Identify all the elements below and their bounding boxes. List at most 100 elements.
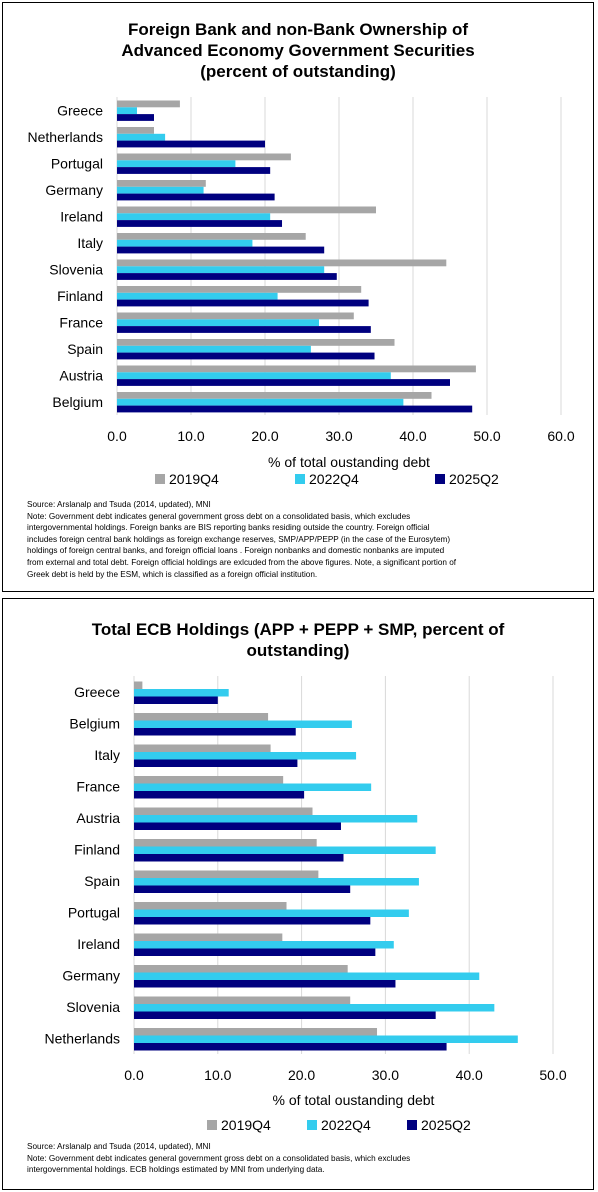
category-label: Slovenia (49, 261, 103, 277)
legend-swatch (295, 474, 305, 484)
legend-label: 2025Q2 (449, 471, 499, 487)
bar-2019q4 (134, 776, 284, 784)
ecb-holdings-chart-panel: Total ECB Holdings (APP + PEPP + SMP, pe… (2, 598, 594, 1190)
bar-2022q4 (134, 941, 394, 949)
bar-2022q4 (117, 319, 320, 327)
bar-2019q4 (117, 233, 306, 240)
legend-label: 2019Q4 (169, 471, 219, 487)
note-line: intergovernmental holdings. Foreign bank… (27, 523, 430, 533)
category-label: Belgium (52, 394, 103, 410)
note-line: Note: Government debt indicates general … (27, 1153, 411, 1163)
bar-2022q4 (117, 213, 271, 221)
category-label: France (76, 778, 120, 794)
category-label: Ireland (77, 936, 120, 952)
foreign-ownership-plot: 0.0 10.0 20.0 30.0 40.0 50.0 60.0 Greece Netherl… (28, 97, 575, 487)
bar-2019q4 (117, 312, 354, 320)
bar-2025q2 (134, 917, 371, 925)
bar-2022q4 (117, 266, 325, 274)
x-tick-label: 30.0 (372, 1067, 399, 1083)
note-line: from external and total debt. Foreign of… (27, 557, 457, 567)
legend-label: 2025Q2 (421, 1117, 471, 1133)
bar-2019q4 (117, 206, 376, 214)
note-line: Source: Arslanalp and Tsuda (2014, updat… (27, 500, 211, 509)
bar-2025q2 (117, 326, 371, 333)
category-label: Germany (45, 182, 103, 198)
legend-label: 2022Q4 (321, 1117, 371, 1133)
bar-2022q4 (134, 1004, 495, 1012)
note-line: includes foreign central bank holdings a… (27, 534, 451, 544)
legend-swatch (407, 1120, 417, 1130)
category-label: France (59, 314, 103, 330)
category-label: Slovenia (66, 999, 120, 1015)
legend-label: 2022Q4 (309, 471, 359, 487)
bar-2025q2 (134, 791, 305, 799)
x-tick-label: 20.0 (288, 1067, 315, 1083)
bar-2025q2 (134, 696, 218, 704)
bar-2022q4 (117, 186, 204, 194)
bar-2025q2 (117, 193, 275, 201)
bar-2025q2 (117, 114, 154, 121)
x-tick-label: 0.0 (124, 1067, 144, 1083)
bar-2025q2 (134, 885, 351, 893)
category-label: Portugal (68, 904, 120, 920)
bar-2019q4 (134, 996, 351, 1004)
x-tick-label: 10.0 (204, 1067, 231, 1083)
bar-2022q4 (134, 720, 352, 728)
bar-2019q4 (134, 870, 319, 878)
category-label: Portugal (51, 155, 103, 171)
bar-2025q2 (134, 980, 396, 988)
bar-2025q2 (134, 1011, 436, 1019)
x-tick-label: 40.0 (456, 1067, 483, 1083)
bar-2022q4 (117, 372, 391, 380)
chart-title: Total ECB Holdings (APP + PEPP + SMP, pe… (3, 619, 593, 661)
x-tick-label: 0.0 (107, 428, 127, 444)
bar-2025q2 (117, 405, 473, 413)
bar-2022q4 (134, 846, 436, 854)
x-tick-label: 30.0 (325, 428, 352, 444)
bar-2019q4 (117, 286, 362, 293)
category-label: Austria (76, 810, 120, 826)
legend-swatch (207, 1120, 217, 1130)
note-line: Note: Government debt indicates general … (27, 511, 411, 521)
legend-swatch (435, 474, 445, 484)
bar-2025q2 (117, 299, 369, 307)
bar-2022q4 (134, 878, 419, 886)
bar-2025q2 (117, 220, 283, 227)
category-label: Austria (59, 367, 103, 383)
bar-2022q4 (134, 972, 480, 980)
bar-2025q2 (134, 1043, 447, 1051)
chart-title-line: outstanding) (246, 641, 350, 660)
bar-2022q4 (117, 345, 311, 353)
bar-2025q2 (117, 167, 271, 174)
bar-2019q4 (134, 902, 287, 910)
bar-2022q4 (134, 815, 418, 823)
category-label: Spain (84, 873, 120, 889)
x-tick-label: 50.0 (539, 1067, 566, 1083)
foreign-ownership-chart-panel: Foreign Bank and non-Bank Ownership of A… (2, 2, 594, 592)
note-line: Source: Arslanalp and Tsuda (2014, updat… (27, 1142, 211, 1151)
bar-2019q4 (117, 259, 447, 267)
category-label: Finland (57, 288, 103, 304)
bar-2019q4 (134, 965, 348, 973)
x-tick-label: 50.0 (473, 428, 500, 444)
category-label: Italy (77, 235, 103, 251)
x-axis-label: % of total oustanding debt (268, 454, 430, 470)
bar-2019q4 (134, 744, 271, 752)
bar-2019q4 (134, 839, 317, 847)
bar-2019q4 (117, 153, 291, 161)
x-tick-label: 20.0 (251, 428, 278, 444)
category-label: Greece (74, 684, 120, 700)
x-tick-label: 60.0 (547, 428, 574, 444)
bar-2022q4 (117, 292, 278, 300)
x-tick-label: 40.0 (399, 428, 426, 444)
bar-2022q4 (134, 909, 409, 917)
source-notes: Source: Arslanalp and Tsuda (2014, updat… (27, 499, 577, 580)
bar-2025q2 (134, 948, 376, 956)
bar-2022q4 (117, 239, 253, 247)
bar-2022q4 (117, 398, 404, 406)
x-tick-label: 10.0 (177, 428, 204, 444)
bar-2025q2 (134, 822, 341, 830)
bar-2019q4 (117, 100, 180, 108)
legend-swatch (155, 474, 165, 484)
legend-swatch (307, 1120, 317, 1130)
